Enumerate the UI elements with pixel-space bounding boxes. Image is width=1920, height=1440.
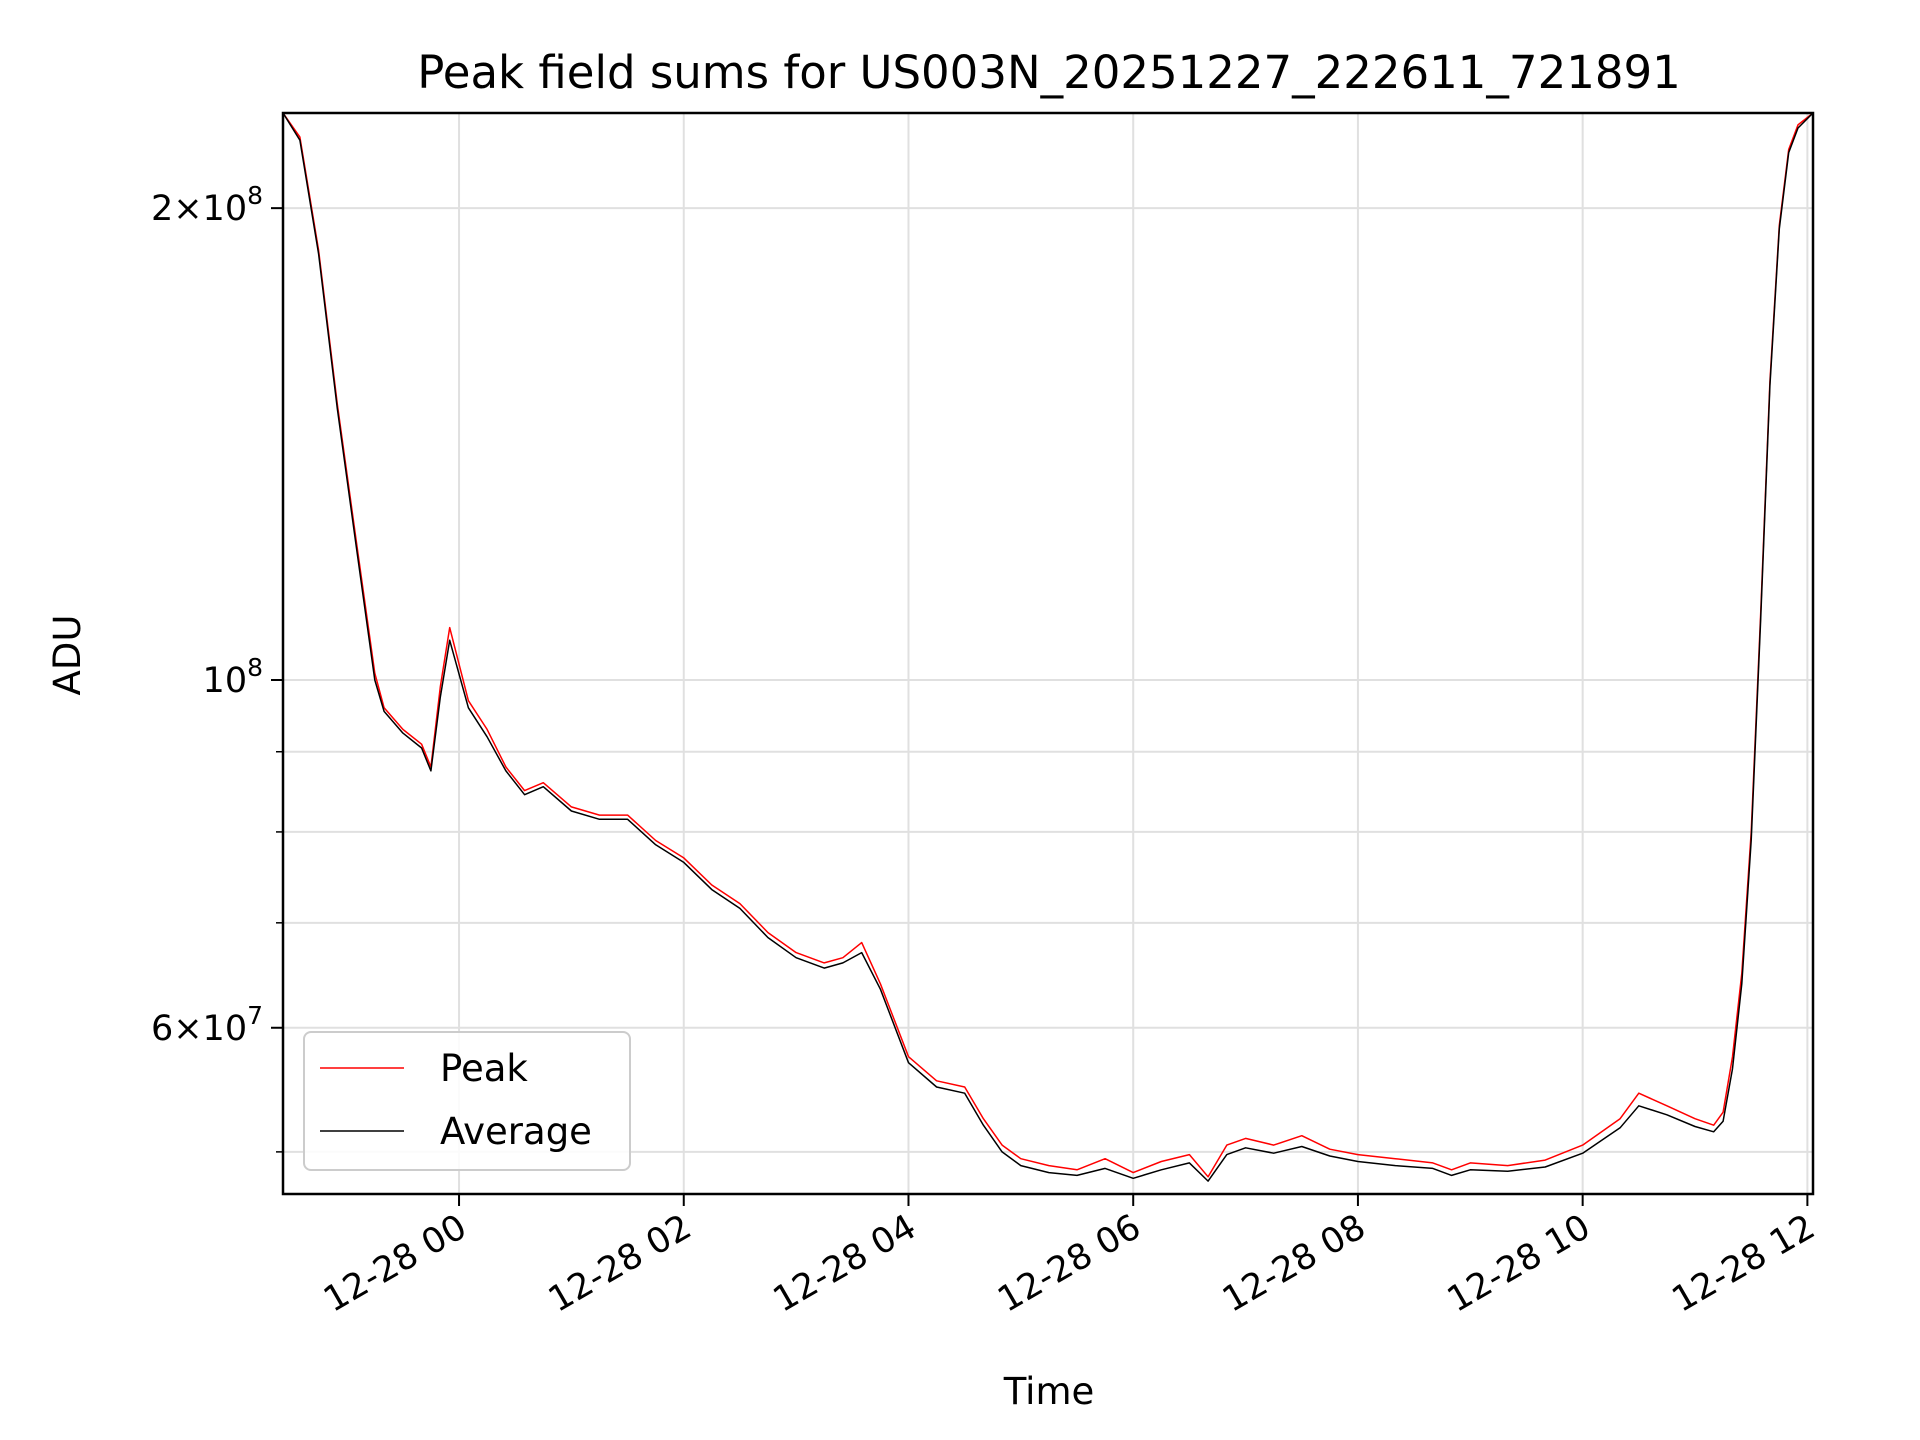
- chart-title: Peak field sums for US003N_20251227_2226…: [417, 46, 1680, 99]
- y-tick-label: 2×108: [151, 181, 263, 229]
- x-axis-label: Time: [1003, 1370, 1095, 1413]
- legend-average-label: Average: [440, 1110, 592, 1153]
- legend-peak-label: Peak: [440, 1047, 528, 1090]
- series-line-peak: [283, 113, 1813, 1178]
- plot-frame: [281, 111, 1815, 1196]
- series-group: [283, 113, 1813, 1182]
- y-tick-label: 108: [203, 653, 263, 701]
- legend: Peak Average: [303, 1031, 631, 1171]
- y-axis-label: ADU: [46, 615, 89, 696]
- series-line-average: [283, 113, 1813, 1182]
- y-tick-label: 6×107: [151, 1001, 263, 1049]
- legend-box: [303, 1031, 631, 1171]
